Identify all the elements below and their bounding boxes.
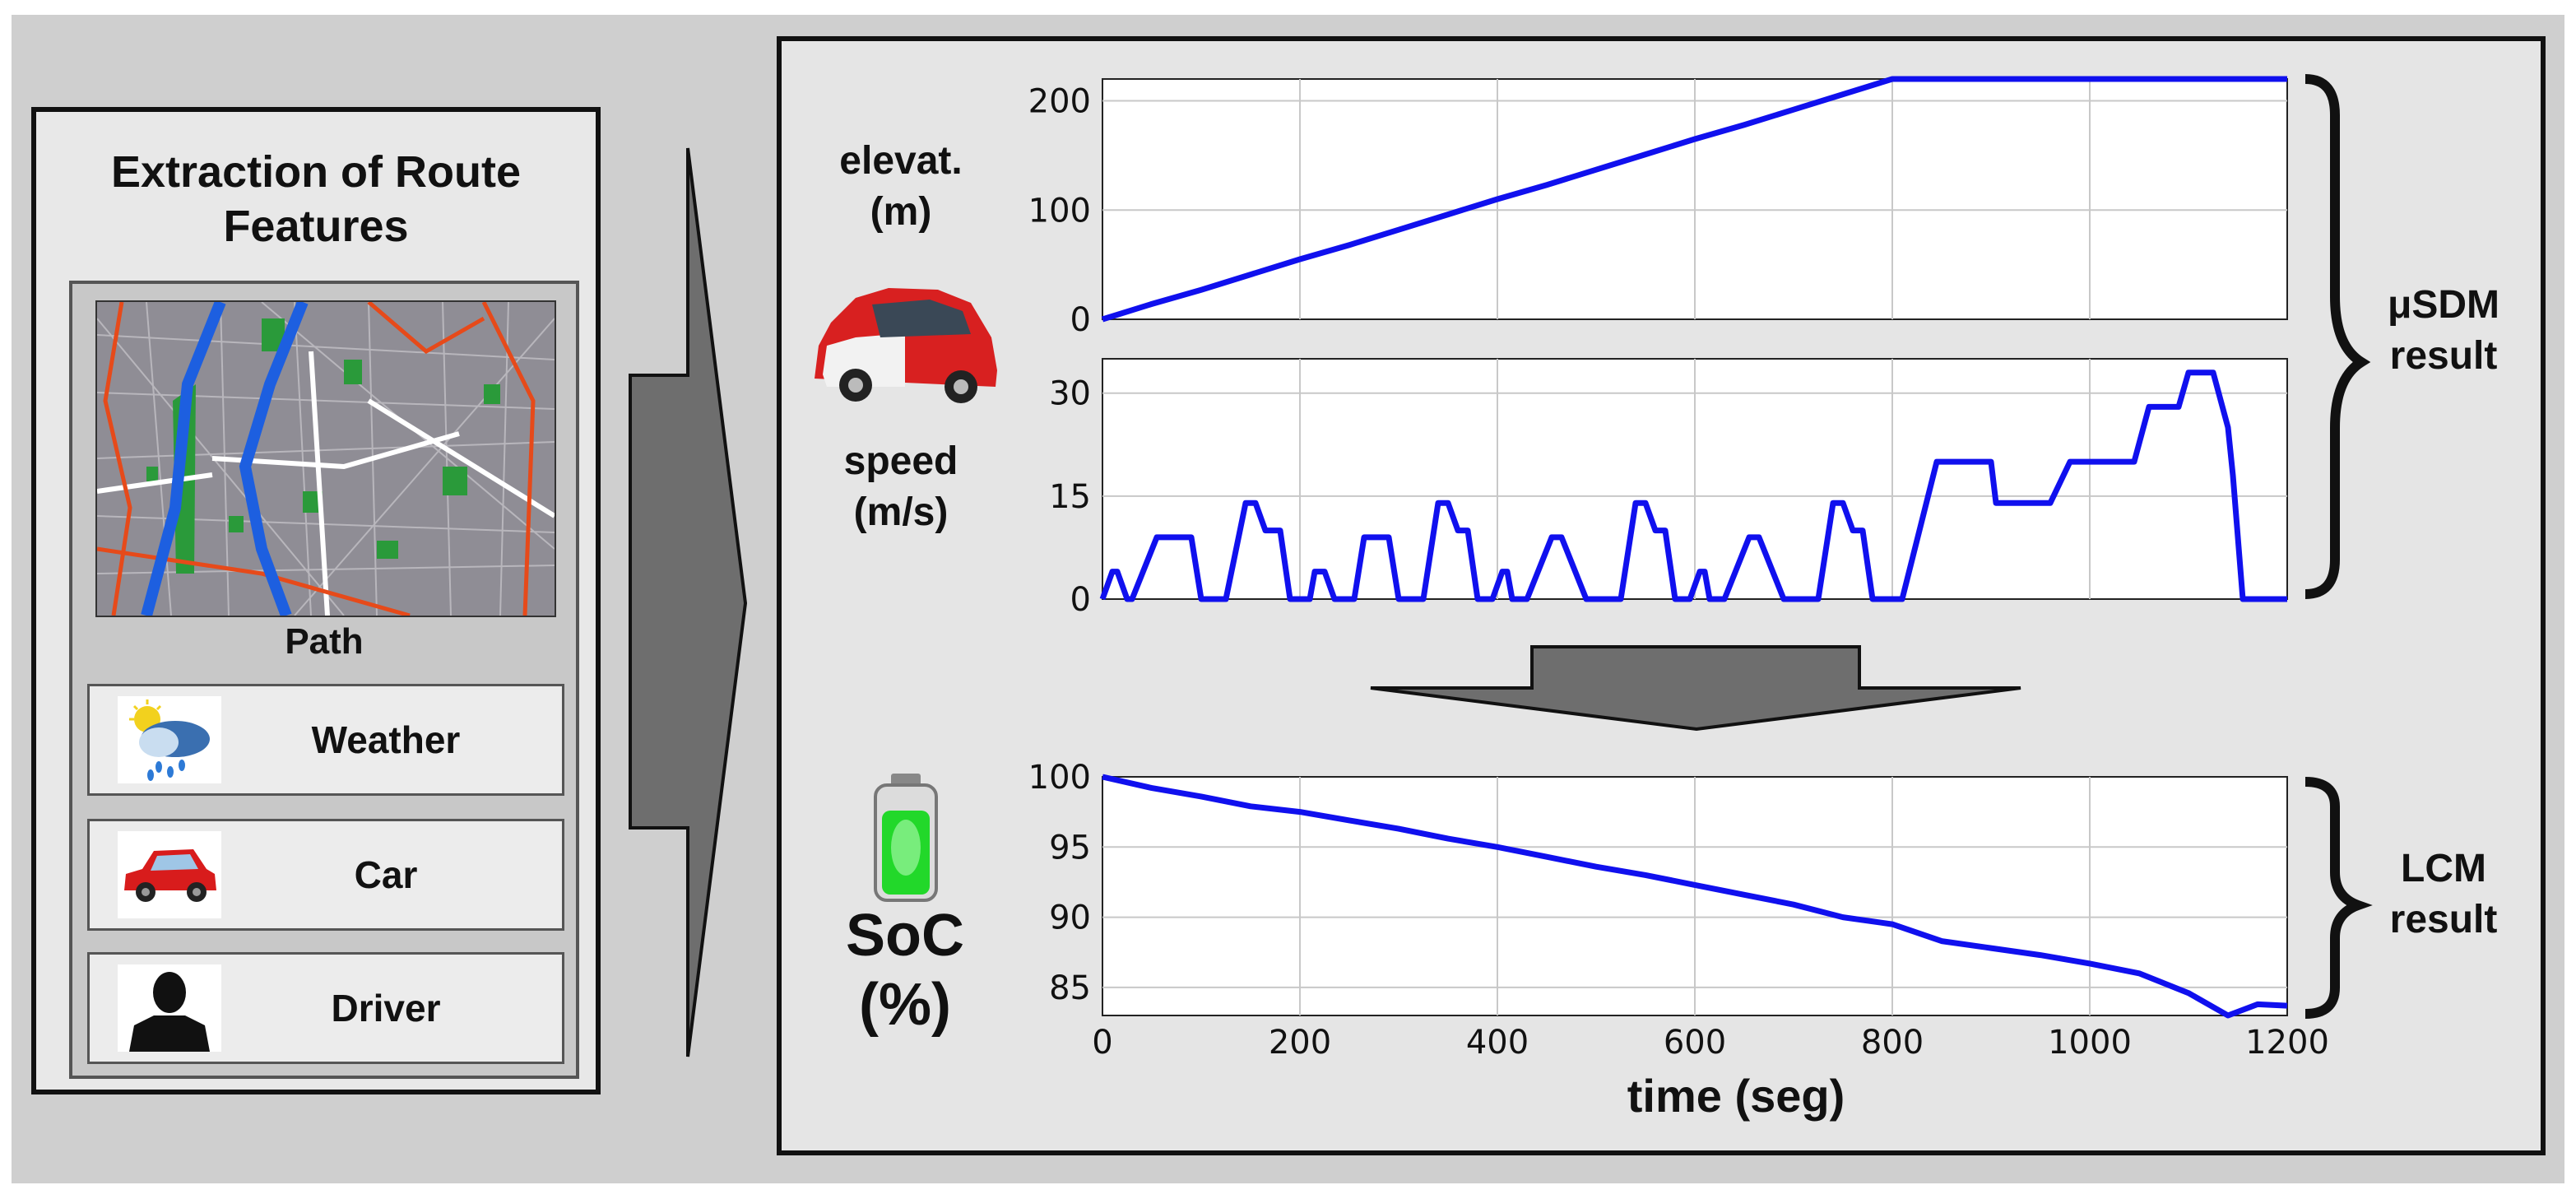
lcm-label-line-1: LCM xyxy=(2401,847,2486,890)
title-line-1: Extraction of Route xyxy=(110,147,522,197)
route-features-title: Extraction of Route Features xyxy=(36,145,596,253)
speed-axis-label: speed (m/s) xyxy=(823,436,979,538)
elevation-label-line-2: (m) xyxy=(870,190,932,234)
title-line-2: Features xyxy=(223,202,409,251)
usdm-label-line-2: result xyxy=(2389,334,2498,378)
route-features-panel: Extraction of Route Features xyxy=(31,107,601,1094)
simulation-results-panel xyxy=(777,36,2546,1155)
path-label: Path xyxy=(285,621,364,662)
map-icon xyxy=(97,302,555,616)
feature-label-driver: Driver xyxy=(331,987,441,1029)
feature-label-weather: Weather xyxy=(311,718,461,761)
soc-label-line-2: (%) xyxy=(859,972,951,1038)
feature-label-car: Car xyxy=(354,853,418,896)
feature-card-driver: Driver xyxy=(87,952,564,1064)
weather-icon xyxy=(118,696,221,783)
usdm-result-label: μSDM result xyxy=(2353,280,2534,382)
soc-axis-label: SoC (%) xyxy=(815,901,996,1039)
route-map-image xyxy=(95,300,556,617)
features-box: Path Wea xyxy=(69,281,579,1079)
car-icon xyxy=(118,831,221,918)
feature-card-car: Car xyxy=(87,819,564,931)
elevation-label-line-1: elevat. xyxy=(839,139,963,183)
lcm-result-label: LCM result xyxy=(2353,843,2534,946)
feature-card-weather: Weather xyxy=(87,684,564,796)
lcm-label-line-2: result xyxy=(2389,898,2498,941)
speed-label-line-2: (m/s) xyxy=(853,490,949,534)
usdm-label-line-1: μSDM xyxy=(2387,283,2500,327)
soc-label-line-1: SoC xyxy=(846,903,964,969)
x-axis-title: time (seg) xyxy=(1627,1070,1845,1122)
driver-icon xyxy=(118,964,221,1052)
speed-label-line-1: speed xyxy=(843,439,958,483)
elevation-axis-label: elevat. (m) xyxy=(823,136,979,238)
